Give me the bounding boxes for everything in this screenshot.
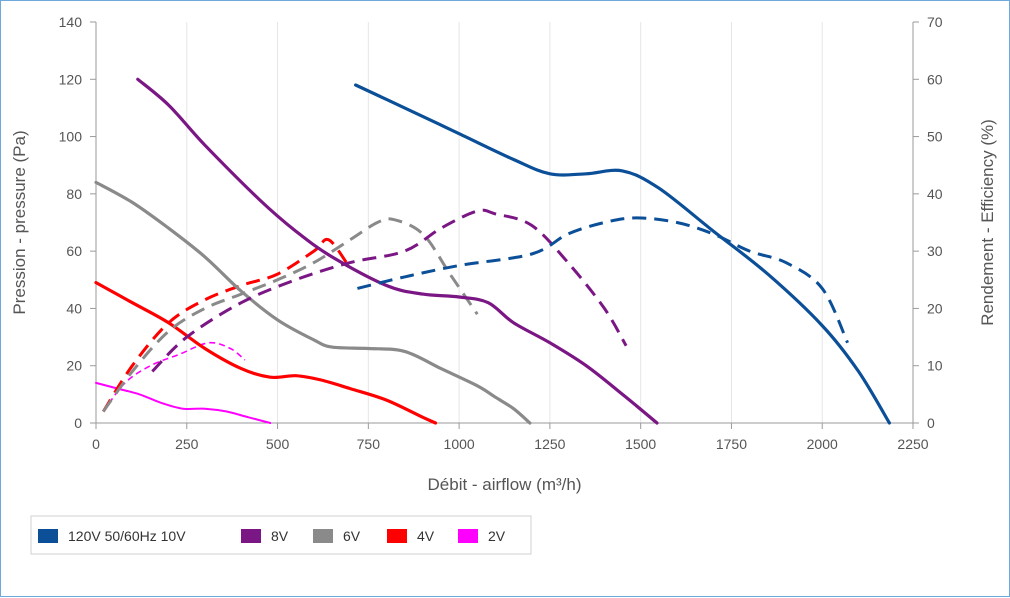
- x-tick-label-1000: 1000: [444, 436, 475, 452]
- legend-label-6v: 6V: [343, 528, 361, 544]
- pressure-curve-8v: [136, 77, 659, 425]
- x-axis-title: Débit - airflow (m³/h): [428, 475, 582, 494]
- x-tick-label-500: 500: [266, 436, 290, 452]
- x-tick-label-1250: 1250: [534, 436, 565, 452]
- legend-swatch-4v: [387, 529, 407, 543]
- y2-tick-label-0: 0: [927, 415, 935, 431]
- legend-swatch-120v-50-60hz-10v: [38, 529, 58, 543]
- x-tick-label-1500: 1500: [625, 436, 656, 452]
- legend-label-2v: 2V: [488, 528, 506, 544]
- y-tick-label-120: 120: [59, 71, 83, 87]
- legend-swatch-8v: [241, 529, 261, 543]
- legend-swatch-2v: [458, 529, 478, 543]
- y-tick-label-0: 0: [74, 415, 82, 431]
- x-tick-label-2250: 2250: [897, 436, 928, 452]
- y2-tick-label-70: 70: [927, 14, 943, 30]
- y-tick-label-100: 100: [59, 129, 83, 145]
- pressure-curve-120v-50-60hz-10v: [354, 83, 891, 425]
- legend-label-120v-50-60hz-10v: 120V 50/60Hz 10V: [68, 528, 186, 544]
- legend-box: [30, 515, 532, 555]
- y-tick-label-140: 140: [59, 14, 83, 30]
- legend-swatch-6v: [313, 529, 333, 543]
- x-tick-label-1750: 1750: [716, 436, 747, 452]
- y2-tick-label-30: 30: [927, 243, 943, 259]
- x-tick-label-750: 750: [357, 436, 381, 452]
- y-tick-label-60: 60: [66, 243, 82, 259]
- efficiency-curve-8v: [151, 208, 628, 373]
- y2-tick-label-20: 20: [927, 300, 943, 316]
- pressure-curve-6v: [94, 180, 532, 425]
- y-tick-label-80: 80: [66, 186, 82, 202]
- legend-label-8v: 8V: [271, 528, 289, 544]
- pressure-curve-2v: [95, 381, 272, 424]
- x-tick-label-0: 0: [92, 436, 100, 452]
- x-tick-label-250: 250: [175, 436, 199, 452]
- y-tick-label-20: 20: [66, 358, 82, 374]
- y-axis-title: Pression - pressure (Pa): [10, 130, 29, 314]
- efficiency-curve-6v: [102, 217, 479, 413]
- pressure-curve-4v: [94, 281, 438, 425]
- y2-axis-title: Rendement - Efficiency (%): [978, 119, 997, 326]
- y2-tick-label-10: 10: [927, 358, 943, 374]
- y2-tick-label-50: 50: [927, 129, 943, 145]
- y-tick-label-40: 40: [66, 300, 82, 316]
- y2-tick-label-40: 40: [927, 186, 943, 202]
- y2-tick-label-60: 60: [927, 71, 943, 87]
- efficiency-curve-4v: [102, 237, 348, 413]
- efficiency-curve-120v-50-60hz-10v: [357, 216, 849, 344]
- x-tick-label-2000: 2000: [807, 436, 838, 452]
- efficiency-curve-2v: [102, 341, 246, 412]
- legend-label-4v: 4V: [417, 528, 435, 544]
